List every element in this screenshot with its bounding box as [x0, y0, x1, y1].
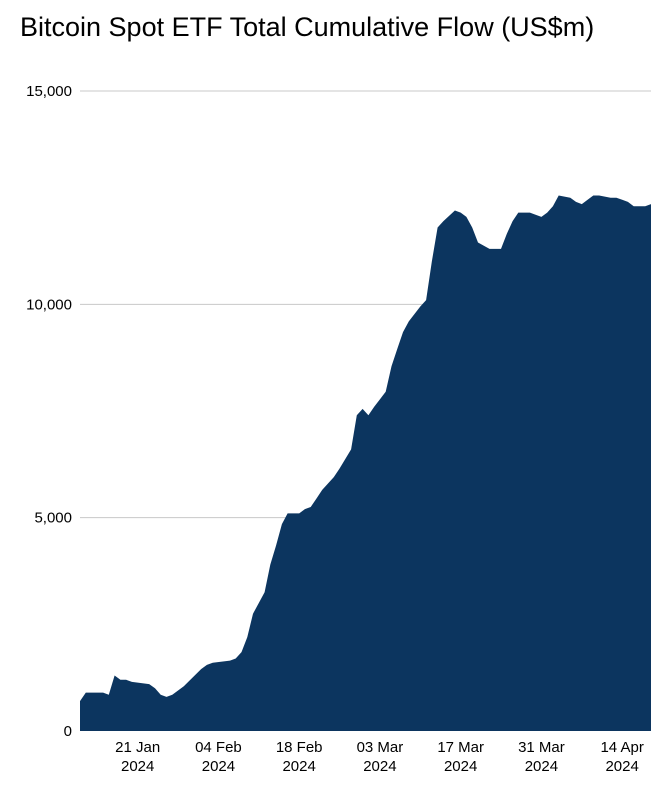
x-tick-label: 17 Mar 2024 [437, 739, 484, 775]
x-tick-label: 21 Jan 2024 [115, 739, 160, 775]
y-tick-label: 0 [64, 723, 72, 740]
x-tick-label: 14 Apr 2024 [600, 739, 643, 775]
x-tick-label: 31 Mar 2024 [518, 739, 565, 775]
chart-title: Bitcoin Spot ETF Total Cumulative Flow (… [20, 12, 595, 42]
y-tick-label: 10,000 [26, 296, 72, 313]
y-tick-label: 5,000 [34, 510, 72, 527]
cumulative-flow-area [80, 195, 651, 731]
x-tick-label: 04 Feb 2024 [195, 739, 242, 775]
x-tick-label: 03 Mar 2024 [357, 739, 404, 775]
y-tick-label: 15,000 [26, 83, 72, 100]
x-tick-label: 18 Feb 2024 [276, 739, 323, 775]
